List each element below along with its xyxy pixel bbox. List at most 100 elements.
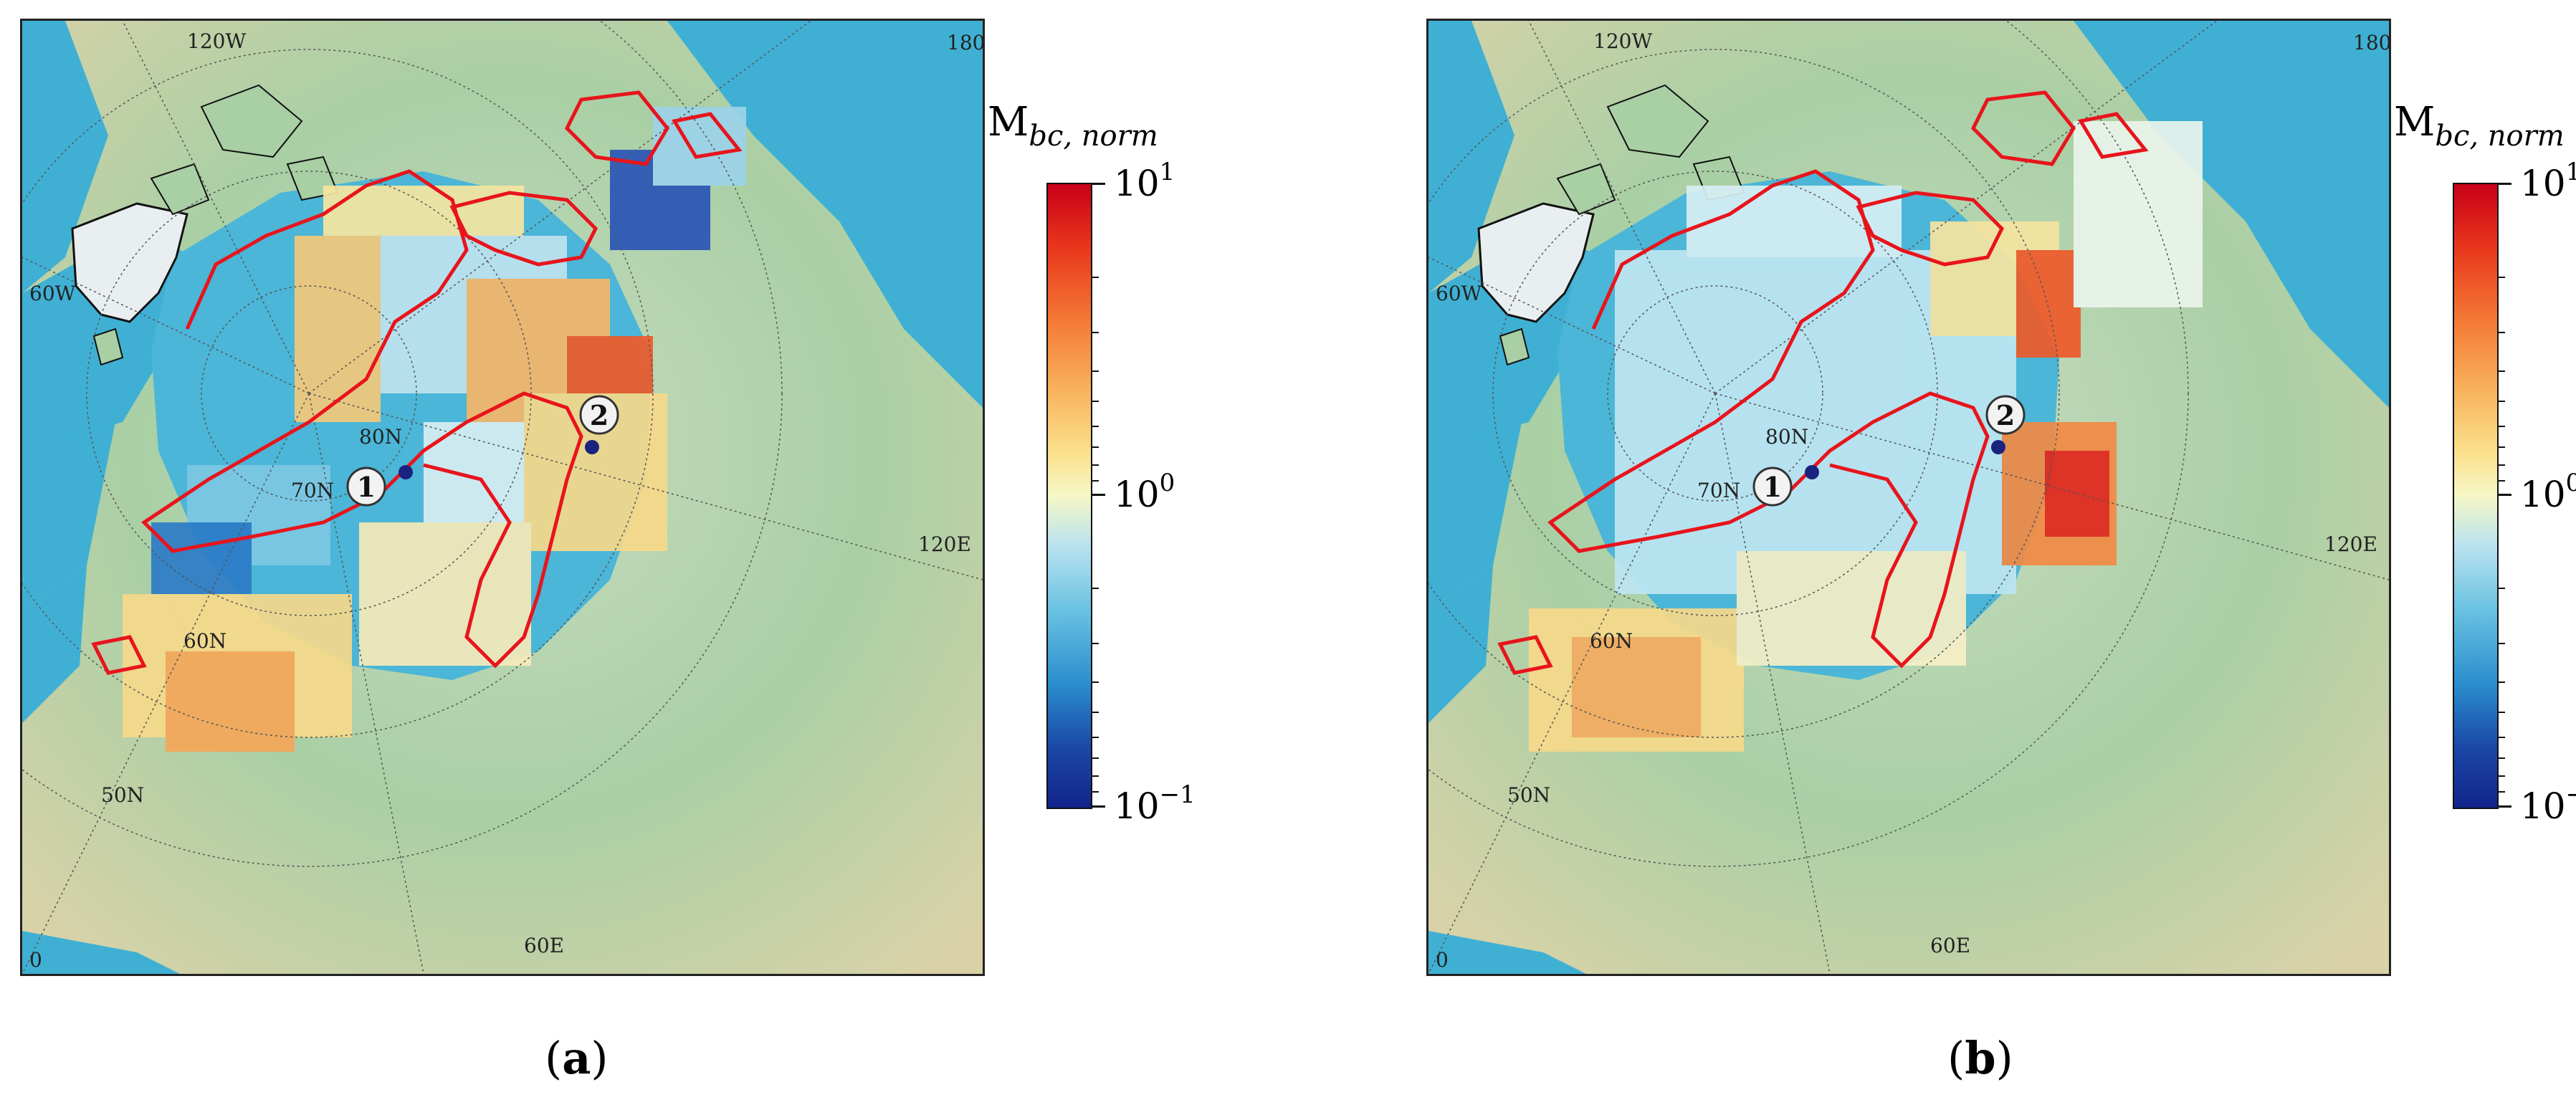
ocean-north-pacific-b — [2074, 21, 2389, 408]
site-2-marker: 2 — [579, 395, 619, 454]
site-2-dot-b — [1991, 440, 2005, 454]
lon-label-120w: 120W — [187, 29, 246, 53]
contour-a-siberia — [449, 191, 598, 267]
ocean-pacific — [22, 21, 108, 293]
site-2-label-b: 2 — [1996, 399, 2015, 431]
colorbar-label-mid-b: 100 — [2520, 469, 2576, 515]
lat-label-80n-b: 80N — [1765, 425, 1808, 449]
site-1-dot — [399, 465, 413, 479]
field-b-8 — [1572, 637, 1701, 737]
field-b-9 — [1737, 551, 1966, 666]
ocean-labrador — [22, 422, 115, 608]
colorbar-tick-bottom-a — [1091, 805, 1105, 808]
field-b-2 — [1687, 186, 1902, 257]
contour-a-europe — [91, 635, 147, 675]
lon-lines-b — [1428, 21, 2389, 974]
field-a-2 — [295, 236, 381, 422]
ocean-atlantic-west-b — [1428, 565, 1493, 723]
field-a-13 — [653, 107, 746, 186]
field-a-11 — [359, 522, 531, 666]
colorbar-tick-mid-a — [1091, 494, 1105, 496]
colorbar-title-main-a: M — [988, 99, 1029, 145]
island-4 — [92, 327, 124, 366]
colorbar-label-top-a: 101 — [1114, 158, 1175, 204]
colorbar-label-top-b: 101 — [2520, 158, 2576, 204]
lat-label-50n: 50N — [101, 783, 144, 807]
lat-label-60n: 60N — [183, 629, 226, 653]
site-1-dot-b — [1805, 465, 1819, 479]
lon-label-60w: 60W — [29, 282, 76, 305]
panel-label-b: (b) — [1947, 1032, 2013, 1084]
panel-a: 120W 180 60W 120E 60E 0 80N 70N 60N 50N … — [0, 0, 1287, 1105]
field-b-10 — [2074, 121, 2203, 307]
lon-label-120e-b: 120E — [2324, 532, 2377, 556]
bc-field-b — [1529, 121, 2203, 752]
map-b: 120W 180 60W 120E 60E 0 80N 70N 60N 50N … — [1426, 19, 2391, 976]
lon-label-0: 0 — [29, 948, 42, 972]
greenland-b — [1477, 202, 1595, 323]
lat-label-80n: 80N — [359, 425, 402, 449]
contour-b-siberia — [1856, 191, 2005, 267]
ocean-atlantic-west — [22, 565, 87, 723]
ocean-pacific-b — [1428, 21, 1514, 293]
site-2-marker-b: 2 — [1985, 395, 2026, 454]
colorbar-title-b: Mbc, norm — [2394, 99, 2565, 153]
site-1-label-b: 1 — [1763, 471, 1782, 503]
contour-b-europe — [1497, 635, 1553, 675]
colorbar-label-mid-a: 100 — [1114, 469, 1175, 515]
lon-label-0-b: 0 — [1436, 948, 1449, 972]
lon-label-120w-b: 120W — [1593, 29, 1652, 53]
lat-label-60n-b: 60N — [1590, 629, 1633, 653]
field-a-10 — [166, 651, 295, 752]
map-a: 120W 180 60W 120E 60E 0 80N 70N 60N 50N … — [20, 19, 985, 976]
contour-b-east1 — [1970, 90, 2076, 166]
ocean-south-atlantic-b — [1428, 931, 1586, 974]
contours-b — [1497, 90, 2149, 675]
island-1 — [200, 84, 303, 158]
site-1-marker-b: 1 — [1752, 465, 1819, 507]
colorbar-title-a: Mbc, norm — [988, 99, 1158, 153]
colorbar-tick-bottom-b — [2497, 805, 2511, 808]
ocean-south-atlantic — [22, 931, 180, 974]
lon-lines — [22, 21, 983, 974]
site-2-dot — [585, 440, 599, 454]
lat-label-70n-b: 70N — [1697, 479, 1740, 502]
ocean-labrador-b — [1428, 422, 1522, 608]
site-1-marker: 1 — [346, 465, 413, 507]
field-b-6 — [2045, 451, 2109, 537]
field-a-14 — [424, 422, 524, 522]
lat-label-70n: 70N — [291, 479, 334, 502]
island-4-b — [1499, 327, 1530, 366]
colorbar-title-sub-a: bc, norm — [1029, 120, 1158, 153]
island-2-b — [1556, 163, 1616, 216]
contour-a-main — [141, 169, 583, 669]
map-b-svg: 120W 180 60W 120E 60E 0 80N 70N 60N 50N … — [1428, 21, 2389, 974]
bc-field-a — [123, 107, 746, 752]
contours-a — [91, 90, 743, 675]
site-1-label: 1 — [357, 471, 376, 503]
lon-label-60e-b: 60E — [1930, 934, 1970, 957]
greenland — [71, 202, 189, 323]
colorbar-label-bottom-b: 10−1 — [2520, 780, 2576, 827]
colorbar-b — [2453, 183, 2499, 809]
colorbar-a — [1046, 183, 1092, 809]
colorbar-title-sub-b: bc, norm — [2435, 120, 2565, 153]
lat-circles-b — [1428, 21, 2189, 867]
lon-label-180-b: 180 — [2353, 31, 2389, 54]
contour-b-main — [1547, 169, 1990, 669]
contour-b-east2 — [2078, 112, 2149, 159]
panel-b: 120W 180 60W 120E 60E 0 80N 70N 60N 50N … — [1406, 0, 2576, 1105]
colorbar-label-bottom-a: 10−1 — [1114, 780, 1196, 827]
panel-label-a: (a) — [545, 1032, 609, 1084]
colorbar-tick-top-b — [2497, 183, 2511, 185]
lon-label-180: 180 — [947, 31, 983, 54]
lat-circles — [22, 21, 783, 867]
lon-label-60w-b: 60W — [1436, 282, 1482, 305]
colorbar-tick-mid-b — [2497, 494, 2511, 496]
site-2-label: 2 — [590, 399, 609, 431]
lon-label-120e: 120E — [918, 532, 971, 556]
lon-label-60e: 60E — [524, 934, 564, 957]
island-1-b — [1606, 84, 1709, 158]
map-a-svg: 120W 180 60W 120E 60E 0 80N 70N 60N 50N … — [22, 21, 983, 974]
contour-a-east1 — [564, 90, 670, 166]
